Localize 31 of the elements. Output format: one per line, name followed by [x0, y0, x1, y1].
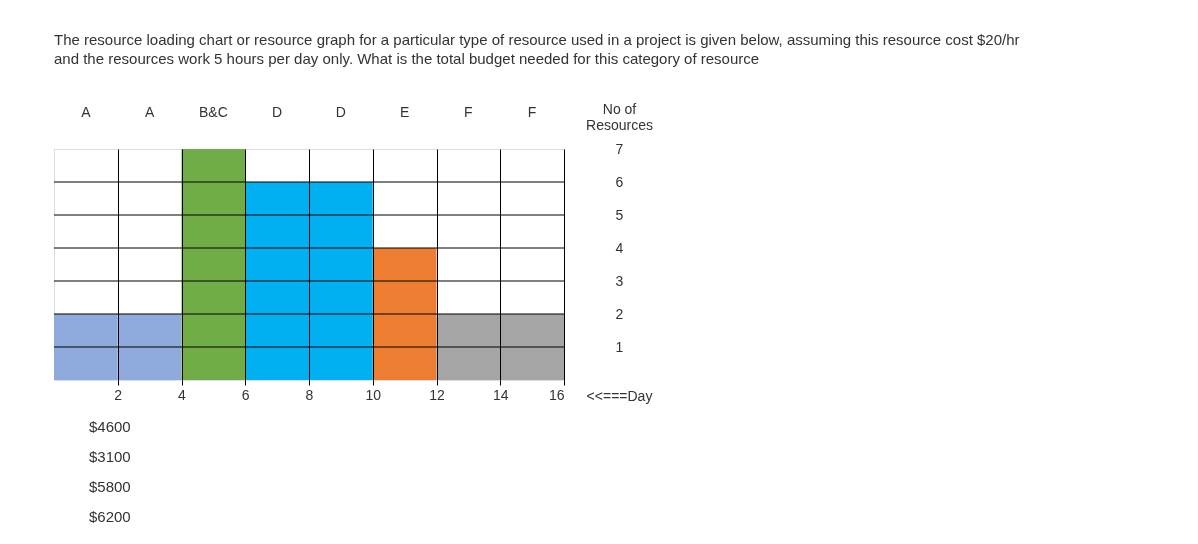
- text: $6200: [89, 508, 131, 525]
- x2-tick-label: 2: [114, 386, 123, 403]
- y-tick-label: 3: [615, 272, 624, 289]
- y-tick-label: 7: [615, 140, 624, 157]
- x-tick-label: F: [527, 103, 537, 120]
- bar: [372, 248, 437, 380]
- x2-tick-label: 4: [178, 386, 187, 403]
- y-tick-label: 4: [615, 239, 624, 256]
- x-tick-label: A: [144, 103, 155, 120]
- chart-title: The resource loading chart or resource graph for a particular type of resource used in a project is given below, assuming this resource cost $20/hr and the resources work 5 hours per day only. What is the total budget needed for this category of resource: [54, 31, 1020, 67]
- y-axis-title: No of Resources: [586, 100, 653, 133]
- text: $4600: [89, 418, 131, 435]
- x2-axis-title: <<===Day: [586, 387, 653, 404]
- x2-tick-label: 10: [365, 386, 382, 403]
- y-tick-label: 1: [615, 338, 624, 355]
- x2-tick-label: 16: [548, 386, 565, 403]
- x-tick-label: B&C: [198, 103, 228, 120]
- y-tick-label: 5: [615, 206, 624, 223]
- y-tick-label: 6: [615, 173, 624, 190]
- x-tick-label: A: [81, 103, 92, 120]
- x-tick-label: E: [399, 103, 410, 120]
- text: $3100: [89, 448, 131, 465]
- y-tick-label: 2: [615, 305, 624, 322]
- x2-tick-label: 12: [429, 386, 445, 403]
- x2-tick-label: 8: [305, 386, 314, 403]
- x2-tick-label: 6: [241, 386, 250, 403]
- text: $5800: [89, 478, 131, 495]
- x-tick-label: F: [464, 103, 473, 120]
- x2-tick-label: 14: [492, 386, 509, 403]
- x-tick-label: D: [272, 103, 283, 120]
- x-tick-label: D: [335, 103, 346, 120]
